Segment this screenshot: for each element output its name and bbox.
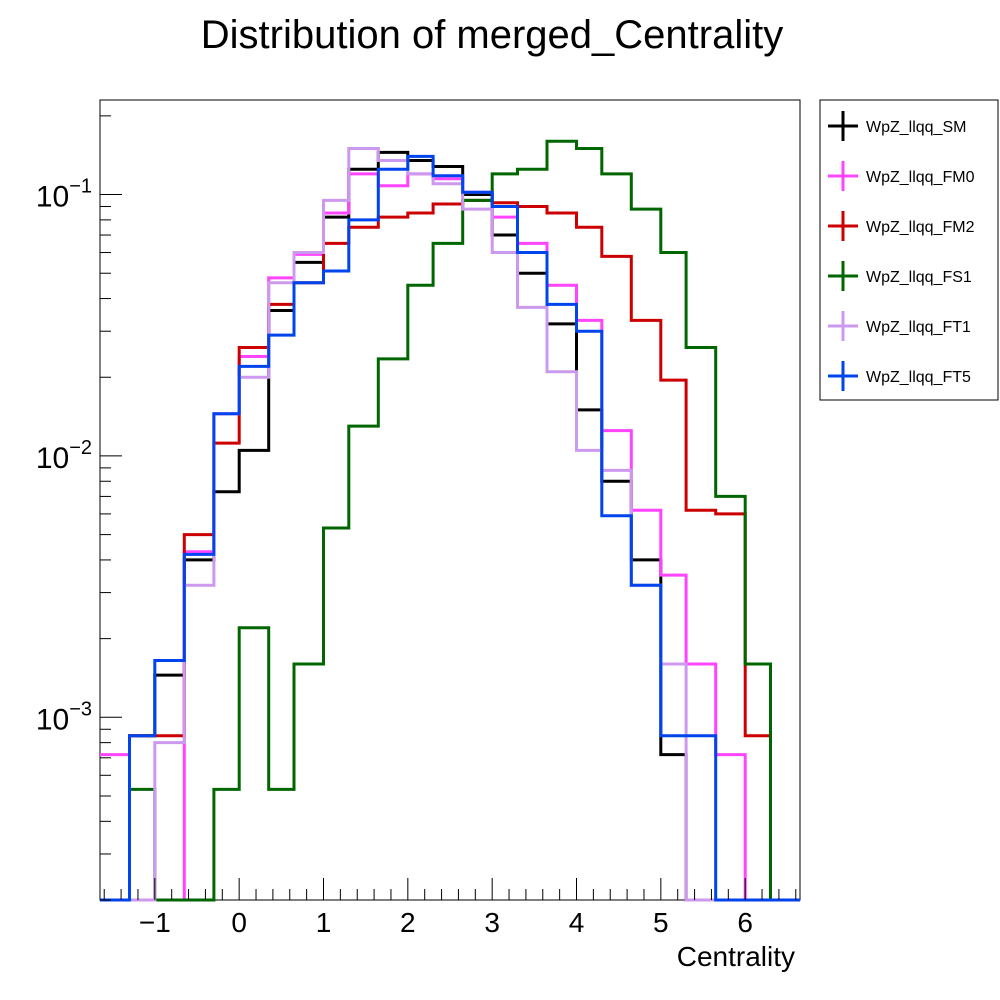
x-tick-label: 2 (400, 907, 416, 938)
x-tick-label: 3 (484, 907, 500, 938)
x-tick-label: 6 (737, 907, 753, 938)
legend-entry: WpZ_llqq_FT5 (828, 361, 971, 391)
legend-label: WpZ_llqq_FM0 (866, 169, 975, 186)
legend-entry: WpZ_llqq_FM0 (828, 161, 975, 191)
x-tick-label: −1 (139, 907, 171, 938)
x-tick-label: 5 (653, 907, 669, 938)
legend-entry: WpZ_llqq_SM (828, 111, 966, 141)
series-lines (100, 139, 800, 902)
legend-box (819, 99, 999, 401)
plot-area (99, 99, 801, 901)
x-tick-label: 4 (569, 907, 585, 938)
y-tick-label: 10−2 (36, 437, 92, 475)
plot-frame (99, 99, 801, 901)
axes: −1 0 1 2 3 4 5 6 10−1 10−2 10−3 (36, 115, 797, 938)
x-axis-label: Centrality (677, 941, 795, 972)
legend-label: WpZ_llqq_FT1 (866, 319, 971, 336)
legend-entry: WpZ_llqq_FT1 (828, 311, 971, 341)
y-tick-label: 10−1 (36, 176, 92, 214)
legend: WpZ_llqq_SM WpZ_llqq_FM0 WpZ_llqq_FM2 WpZ_l… (819, 99, 999, 401)
chart-title: Distribution of merged_Centrality (201, 13, 783, 57)
legend-label: WpZ_llqq_SM (866, 119, 966, 136)
x-tick-label: 0 (231, 907, 247, 938)
legend-label: WpZ_llqq_FT5 (866, 369, 971, 386)
y-tick-label: 10−3 (36, 698, 92, 736)
x-tick-label: 1 (316, 907, 332, 938)
legend-entry: WpZ_llqq_FM2 (828, 211, 975, 241)
legend-label: WpZ_llqq_FS1 (866, 269, 972, 286)
series-line-WpZ_llqq_FS1 (100, 139, 800, 902)
legend-entry: WpZ_llqq_FS1 (828, 261, 972, 291)
series-line-WpZ_llqq_FT5 (100, 154, 800, 902)
legend-label: WpZ_llqq_FM2 (866, 219, 975, 236)
